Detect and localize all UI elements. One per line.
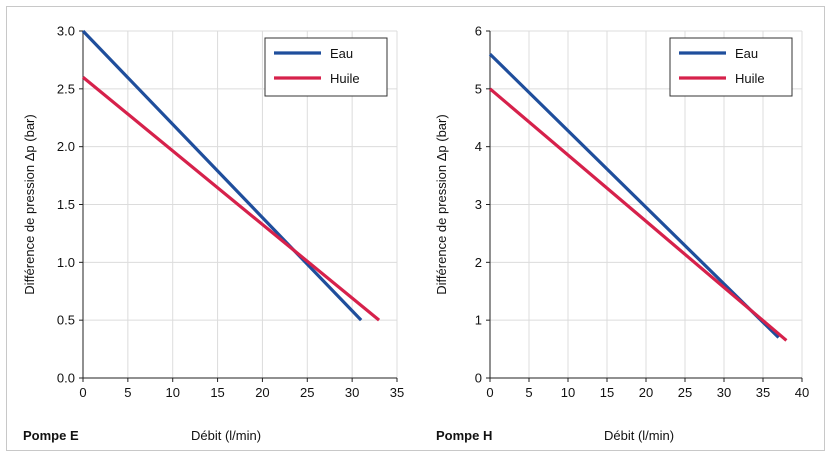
chart-pompe-e: 0 5 10 15 20 25 30 35 0.0 0.5 1.0 1.5 2.0 2.5 3.0 Diffé… xyxy=(22,24,404,401)
y-tick-label: 5 xyxy=(475,81,482,96)
y-tick-label: 0.5 xyxy=(57,313,75,328)
x-tick-label: 0 xyxy=(79,385,86,400)
y-tick-label: 3.0 xyxy=(57,24,75,39)
x-tick-label: 25 xyxy=(300,385,314,400)
legend-label-eau: Eau xyxy=(330,46,353,61)
y-tick-label: 2.0 xyxy=(57,139,75,154)
series-line-eau xyxy=(488,52,780,339)
x-tick-label: 10 xyxy=(165,385,179,400)
legend-box xyxy=(264,37,388,97)
y-tick-label: 0.0 xyxy=(57,371,75,386)
x-tick-label: 35 xyxy=(390,385,404,400)
x-tick-label: 25 xyxy=(678,385,692,400)
y-tick-label: 1.0 xyxy=(57,255,75,270)
y-tick-label: 3 xyxy=(475,197,482,212)
pump-label-e: Pompe E xyxy=(23,428,79,443)
y-tick-label: 4 xyxy=(475,139,482,154)
series-line-eau xyxy=(81,29,363,322)
x-tick-label: 20 xyxy=(255,385,269,400)
x-axis-label-h: Débit (l/min) xyxy=(604,428,675,443)
x-tick-label: 15 xyxy=(210,385,224,400)
y-tick-label: 2.5 xyxy=(57,81,75,96)
legend-box xyxy=(669,37,793,97)
x-tick-label: 0 xyxy=(486,385,493,400)
y-axis-label: Différence de pression Δp (bar) xyxy=(22,114,37,294)
x-tick-label: 30 xyxy=(345,385,359,400)
x-tick-label: 15 xyxy=(600,385,614,400)
series-line-huile xyxy=(81,76,381,322)
legend-label-huile: Huile xyxy=(735,71,765,86)
x-axis-label-e: Débit (l/min) xyxy=(191,428,262,443)
y-tick-label: 0 xyxy=(475,371,482,386)
x-tick-label: 35 xyxy=(756,385,770,400)
x-tick-label: 10 xyxy=(561,385,575,400)
x-tick-label: 20 xyxy=(639,385,653,400)
legend-label-huile: Huile xyxy=(330,71,360,86)
x-tick-label: 40 xyxy=(795,385,809,400)
y-tick-label: 1 xyxy=(475,313,482,328)
x-tick-label: 5 xyxy=(525,385,532,400)
y-tick-label: 1.5 xyxy=(57,197,75,212)
legend-label-eau: Eau xyxy=(735,46,758,61)
y-tick-label: 6 xyxy=(475,24,482,39)
y-tick-label: 2 xyxy=(475,255,482,270)
series-line-huile xyxy=(488,87,788,342)
x-tick-label: 5 xyxy=(124,385,131,400)
x-tick-label: 30 xyxy=(717,385,731,400)
y-axis-label: Différence de pression Δp (bar) xyxy=(434,114,449,294)
pump-label-h: Pompe H xyxy=(436,428,493,443)
